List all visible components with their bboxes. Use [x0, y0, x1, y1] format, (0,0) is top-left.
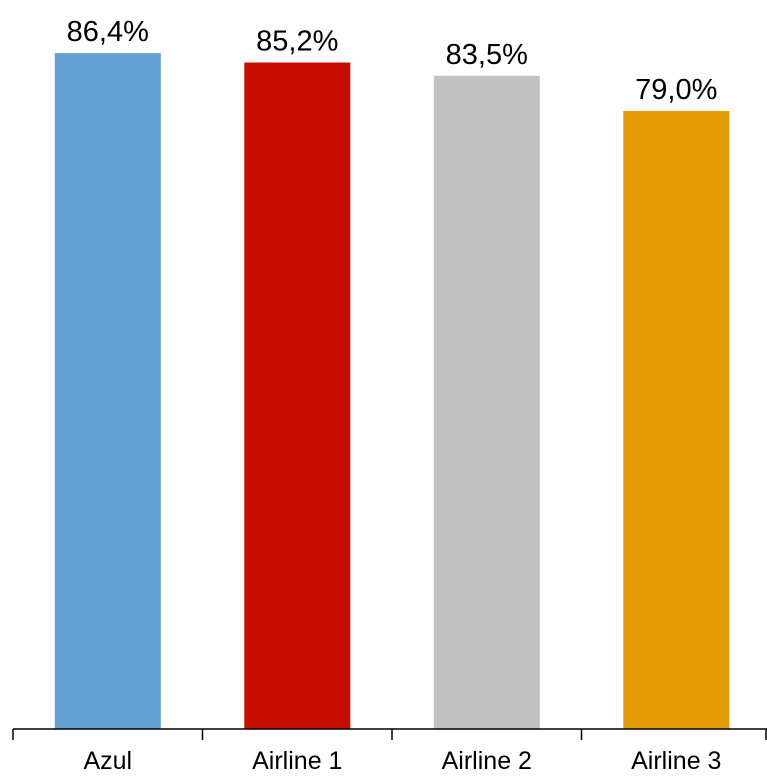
x-axis-ticks-group: [12, 729, 767, 740]
x-tick-label-airline-1: Airline 1: [252, 747, 342, 775]
data-label-airline-1: 85,2%: [256, 26, 338, 58]
data-labels-group: 86,4% 85,2% 83,5% 79,0%: [67, 16, 718, 106]
data-label-airline-3: 79,0%: [635, 74, 717, 106]
x-tick-label-airline-3: Airline 3: [631, 747, 721, 775]
bars-group: [54, 53, 730, 730]
bar-airline-1: [244, 62, 351, 729]
data-label-airline-2: 83,5%: [446, 39, 528, 71]
bar-azul: [54, 53, 161, 730]
bar-airline-2: [433, 75, 540, 730]
x-tick-label-airline-2: Airline 2: [442, 747, 532, 775]
x-tick-label-azul: Azul: [83, 747, 132, 775]
data-label-azul: 86,4%: [67, 16, 149, 48]
x-axis-labels-group: Azul Airline 1 Airline 2 Airline 3: [83, 747, 721, 775]
bar-airline-3: [623, 111, 730, 729]
